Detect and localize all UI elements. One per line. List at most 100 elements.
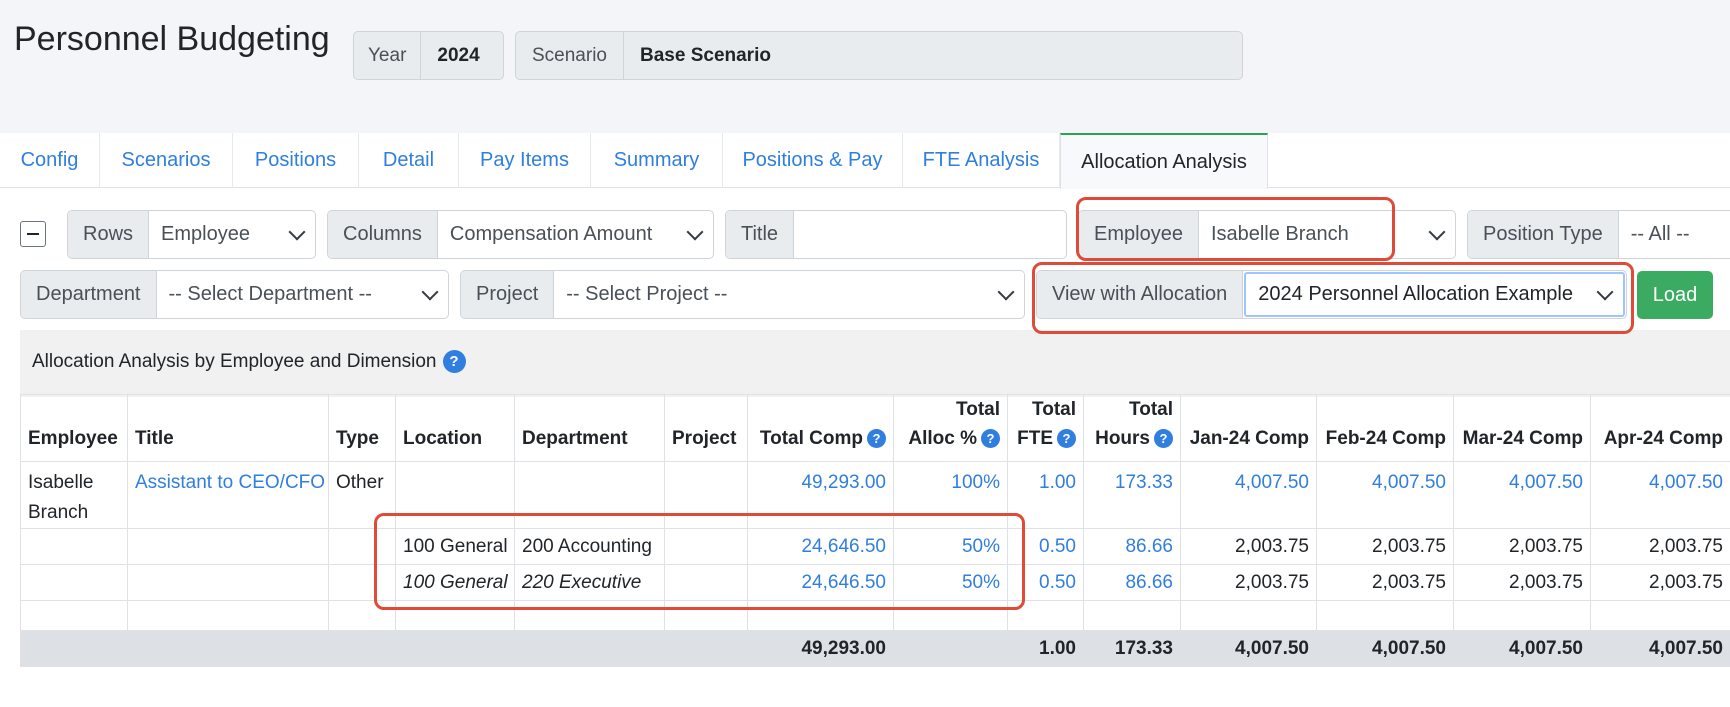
- col-apr-comp[interactable]: Apr-24 Comp: [1590, 394, 1730, 462]
- department-label: Department: [21, 271, 157, 318]
- tab-fte-analysis[interactable]: FTE Analysis: [903, 133, 1060, 188]
- chevron-down-icon: [288, 223, 306, 240]
- employee-label: Employee: [1079, 211, 1199, 258]
- total-feb: 4,007.50: [1316, 630, 1454, 667]
- cell-title-link[interactable]: Assistant to CEO/CFO: [127, 461, 329, 529]
- cell-fte[interactable]: 0.50: [1007, 528, 1084, 565]
- allocation-select[interactable]: View with Allocation 2024 Personnel Allo…: [1036, 270, 1627, 319]
- total-comp: 49,293.00: [747, 630, 894, 667]
- col-type[interactable]: Type: [328, 394, 396, 462]
- total-jan: 4,007.50: [1180, 630, 1317, 667]
- cell-alloc[interactable]: 100%: [893, 461, 1008, 529]
- cell-employee: Isabelle Branch: [20, 461, 128, 529]
- col-title[interactable]: Title: [127, 394, 329, 462]
- col-project[interactable]: Project: [664, 394, 748, 462]
- cell-feb: 2,003.75: [1316, 528, 1454, 565]
- tab-scenarios[interactable]: Scenarios: [100, 133, 233, 188]
- cell-location: 100 General: [395, 564, 515, 601]
- load-button[interactable]: Load: [1637, 271, 1713, 319]
- table-row-allocation: 100 General 200 Accounting 24,646.50 50%…: [20, 528, 1730, 565]
- cell-alloc[interactable]: 50%: [893, 564, 1008, 601]
- project-label: Project: [461, 271, 555, 318]
- cell-total-comp[interactable]: 49,293.00: [747, 461, 894, 529]
- help-icon[interactable]: ?: [981, 429, 1000, 448]
- col-total-hours[interactable]: Total Hours?: [1083, 394, 1181, 462]
- cell-location: 100 General: [395, 528, 515, 565]
- columns-label: Columns: [328, 211, 438, 258]
- title-input[interactable]: Title: [725, 210, 1067, 259]
- cell-apr: 2,003.75: [1590, 528, 1730, 565]
- tab-detail[interactable]: Detail: [359, 133, 459, 188]
- cell-mar[interactable]: 4,007.50: [1453, 461, 1591, 529]
- cell-total-comp[interactable]: 24,646.50: [747, 564, 894, 601]
- employee-value: Isabelle Branch: [1210, 223, 1349, 245]
- col-mar-comp[interactable]: Mar-24 Comp: [1453, 394, 1591, 462]
- page-title: Personnel Budgeting: [14, 20, 330, 58]
- help-icon[interactable]: ?: [1154, 429, 1173, 448]
- cell-jan[interactable]: 4,007.50: [1180, 461, 1317, 529]
- cell-hours[interactable]: 86.66: [1083, 528, 1181, 565]
- title-label: Title: [726, 211, 795, 258]
- table-header-row: Employee Title Type Location Department …: [20, 394, 1730, 462]
- year-value: 2024: [437, 44, 480, 66]
- allocation-value: 2024 Personnel Allocation Example: [1258, 283, 1573, 305]
- columns-select[interactable]: Columns Compensation Amount: [327, 210, 714, 259]
- col-department[interactable]: Department: [514, 394, 665, 462]
- minus-icon: [27, 232, 39, 236]
- cell-jan: 2,003.75: [1180, 528, 1317, 565]
- table-row-total: 49,293.00 1.00 173.33 4,007.50 4,007.50 …: [20, 630, 1730, 667]
- rows-value: Employee: [161, 223, 250, 245]
- cell-fte[interactable]: 1.00: [1007, 461, 1084, 529]
- collapse-filters-button[interactable]: [20, 221, 46, 247]
- chevron-down-icon: [1596, 283, 1614, 300]
- rows-select[interactable]: Rows Employee: [67, 210, 316, 259]
- help-icon[interactable]: ?: [867, 429, 886, 448]
- project-select[interactable]: Project -- Select Project --: [460, 270, 1025, 319]
- tab-config[interactable]: Config: [0, 133, 100, 188]
- cell-jan: 2,003.75: [1180, 564, 1317, 601]
- total-mar: 4,007.50: [1453, 630, 1591, 667]
- help-icon[interactable]: ?: [442, 350, 466, 373]
- tab-positions-and-pay[interactable]: Positions & Pay: [723, 133, 903, 188]
- total-fte: 1.00: [1007, 630, 1084, 667]
- table-row-allocation: 100 General 220 Executive 24,646.50 50% …: [20, 564, 1730, 601]
- col-total-alloc[interactable]: Total Alloc %?: [893, 394, 1008, 462]
- position-type-label: Position Type: [1468, 211, 1619, 258]
- project-value: -- Select Project --: [566, 283, 728, 305]
- scenario-selector[interactable]: Scenario Base Scenario: [515, 31, 1243, 80]
- col-jan-comp[interactable]: Jan-24 Comp: [1180, 394, 1317, 462]
- analysis-panel-header: Allocation Analysis by Employee and Dime…: [20, 330, 1730, 397]
- cell-apr[interactable]: 4,007.50: [1590, 461, 1730, 529]
- cell-total-comp[interactable]: 24,646.50: [747, 528, 894, 565]
- col-employee[interactable]: Employee: [20, 394, 128, 462]
- employee-select[interactable]: Employee Isabelle Branch: [1078, 210, 1456, 259]
- cell-apr: 2,003.75: [1590, 564, 1730, 601]
- total-apr: 4,007.50: [1590, 630, 1730, 667]
- allocation-table: Employee Title Type Location Department …: [20, 394, 1730, 667]
- col-total-comp[interactable]: Total Comp?: [747, 394, 894, 462]
- col-feb-comp[interactable]: Feb-24 Comp: [1316, 394, 1454, 462]
- help-icon[interactable]: ?: [1057, 429, 1076, 448]
- table-row-employee: Isabelle Branch Assistant to CEO/CFO Othe…: [20, 461, 1730, 529]
- chevron-down-icon: [686, 223, 704, 240]
- cell-feb[interactable]: 4,007.50: [1316, 461, 1454, 529]
- department-value: -- Select Department --: [168, 283, 372, 305]
- cell-hours[interactable]: 86.66: [1083, 564, 1181, 601]
- cell-feb: 2,003.75: [1316, 564, 1454, 601]
- cell-project: [664, 461, 748, 529]
- columns-value: Compensation Amount: [449, 223, 653, 245]
- col-total-fte[interactable]: Total FTE?: [1007, 394, 1084, 462]
- tab-summary[interactable]: Summary: [591, 133, 723, 188]
- cell-hours[interactable]: 173.33: [1083, 461, 1181, 529]
- year-selector[interactable]: Year 2024: [353, 31, 504, 80]
- tab-allocation-analysis[interactable]: Allocation Analysis: [1060, 133, 1268, 189]
- tab-pay-items[interactable]: Pay Items: [459, 133, 591, 188]
- cell-fte[interactable]: 0.50: [1007, 564, 1084, 601]
- col-location[interactable]: Location: [395, 394, 515, 462]
- department-select[interactable]: Department -- Select Department --: [20, 270, 449, 319]
- cell-project: [664, 564, 748, 601]
- cell-alloc[interactable]: 50%: [893, 528, 1008, 565]
- position-type-select[interactable]: Position Type -- All --: [1467, 210, 1730, 259]
- cell-department: [514, 461, 665, 529]
- tab-positions[interactable]: Positions: [233, 133, 359, 188]
